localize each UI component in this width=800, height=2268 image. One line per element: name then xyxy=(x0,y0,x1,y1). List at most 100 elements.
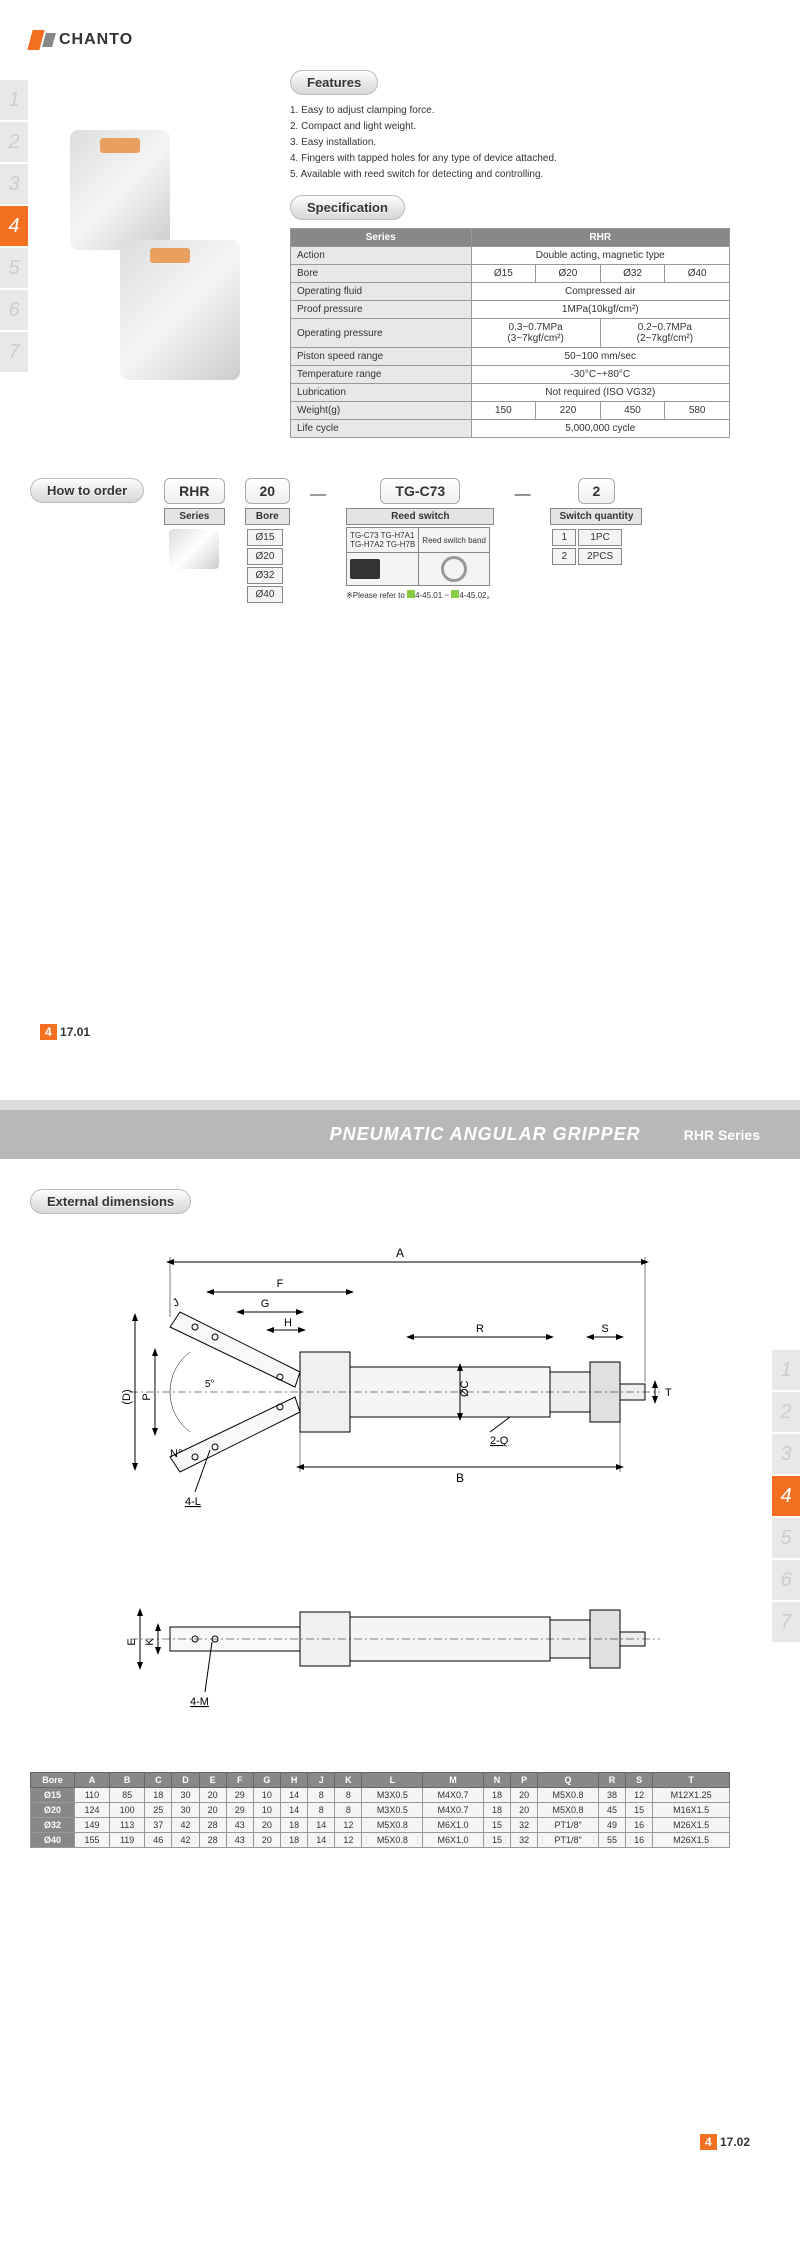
side-tab-r2: 2 xyxy=(772,1392,800,1432)
features-section: Features 1. Easy to adjust clamping forc… xyxy=(290,70,750,183)
product-image-2 xyxy=(120,240,240,380)
dim-cell: 49 xyxy=(598,1818,625,1833)
dim-cell: 8 xyxy=(308,1788,335,1803)
svg-text:J: J xyxy=(171,1296,181,1309)
dim-cell: 149 xyxy=(74,1818,109,1833)
dim-cell: 110 xyxy=(74,1788,109,1803)
dim-th: S xyxy=(626,1773,653,1788)
hto-qty-block: 2 Switch quantity 11PC 22PCS xyxy=(550,478,642,567)
dim-cell: M6X1.0 xyxy=(423,1833,484,1848)
page2-title: PNEUMATIC ANGULAR GRIPPER xyxy=(330,1124,641,1145)
dim-cell: M26X1.5 xyxy=(653,1833,730,1848)
dim-th: A xyxy=(74,1773,109,1788)
side-tab-5: 5 xyxy=(0,248,28,288)
specification-section: Specification SeriesRHR ActionDouble act… xyxy=(290,195,750,438)
feature-item: 2. Compact and light weight. xyxy=(290,119,750,135)
dim-cell: 38 xyxy=(598,1788,625,1803)
side-tab-4: 4 xyxy=(0,206,28,246)
features-list: 1. Easy to adjust clamping force. 2. Com… xyxy=(290,103,750,183)
dim-cell: 12 xyxy=(335,1818,362,1833)
svg-text:H: H xyxy=(284,1317,292,1329)
dimension-svg: A F G H J R S T xyxy=(30,1232,750,1752)
external-dimensions-section: External dimensions xyxy=(30,1189,750,1848)
dim-th: E xyxy=(199,1773,226,1788)
dim-cell: 37 xyxy=(145,1818,172,1833)
side-tab-7: 7 xyxy=(0,332,28,372)
hto-bore-opt: Ø32 xyxy=(247,567,284,584)
hto-bore-opt: Ø40 xyxy=(247,586,284,603)
dim-th: R xyxy=(598,1773,625,1788)
side-tab-r1: 1 xyxy=(772,1350,800,1390)
page-num-rest: 17.02 xyxy=(720,2135,750,2149)
dim-cell: M5X0.8 xyxy=(362,1818,423,1833)
hto-dash: — xyxy=(514,486,530,504)
dim-th: N xyxy=(483,1773,510,1788)
svg-text:K: K xyxy=(144,1638,156,1646)
hto-qty-val: 2PCS xyxy=(578,548,622,565)
page-number-2: 4 17.02 xyxy=(700,2134,750,2150)
svg-text:S: S xyxy=(601,1323,608,1335)
side-tabs-left: 1 2 3 4 5 6 7 xyxy=(0,80,28,374)
dim-cell: 20 xyxy=(199,1788,226,1803)
dim-th: F xyxy=(226,1773,253,1788)
dim-cell: 113 xyxy=(110,1818,145,1833)
ext-heading: External dimensions xyxy=(30,1189,191,1214)
spec-cell: 1MPa(10kgf/cm²) xyxy=(471,301,729,319)
side-tab-r3: 3 xyxy=(772,1434,800,1474)
dim-cell: 85 xyxy=(110,1788,145,1803)
dim-cell: 12 xyxy=(626,1788,653,1803)
spec-table: SeriesRHR ActionDouble acting, magnetic … xyxy=(290,228,730,438)
side-tab-3: 3 xyxy=(0,164,28,204)
hto-bore-opt: Ø15 xyxy=(247,529,284,546)
side-tab-r6: 6 xyxy=(772,1560,800,1600)
page2-series: RHR Series xyxy=(684,1127,760,1143)
spec-th-series: Series xyxy=(291,229,472,247)
spec-row-label: Life cycle xyxy=(291,420,472,438)
dimension-table: BoreABCDEFGHJKLMNPQRST Ø1511085183020291… xyxy=(30,1772,730,1848)
logo: CHANTO xyxy=(30,30,750,50)
dim-th: Q xyxy=(538,1773,599,1788)
hto-bore-label: Bore xyxy=(245,508,291,525)
dim-row: Ø151108518302029101488M3X0.5M4X0.71820M5… xyxy=(31,1788,730,1803)
hto-bore-options: Ø15 Ø20 Ø32 Ø40 xyxy=(245,527,286,605)
page-num-box: 4 xyxy=(700,2134,717,2150)
dimension-diagram: A F G H J R S T xyxy=(30,1232,750,1752)
svg-text:B: B xyxy=(456,1471,464,1485)
dim-cell: 46 xyxy=(145,1833,172,1848)
spec-cell: 50~100 mm/sec xyxy=(471,348,729,366)
green-marker-icon xyxy=(407,590,415,598)
hto-qty-num: 2 xyxy=(552,548,576,565)
svg-text:G: G xyxy=(261,1298,270,1310)
page-2: PNEUMATIC ANGULAR GRIPPER RHR Series 1 2… xyxy=(0,1110,800,2210)
spec-cell: Ø15 xyxy=(471,265,536,283)
dim-table-header: BoreABCDEFGHJKLMNPQRST xyxy=(31,1773,730,1788)
dim-cell: 18 xyxy=(145,1788,172,1803)
svg-text:F: F xyxy=(277,1278,284,1290)
dim-cell: 18 xyxy=(281,1833,308,1848)
dim-th: H xyxy=(281,1773,308,1788)
dim-cell: 16 xyxy=(626,1818,653,1833)
dim-th: M xyxy=(423,1773,484,1788)
dim-cell: 18 xyxy=(483,1788,510,1803)
product-image-1 xyxy=(70,130,170,250)
hto-bore-block: 20 Bore Ø15 Ø20 Ø32 Ø40 xyxy=(245,478,291,605)
spec-cell: 5,000,000 cycle xyxy=(471,420,729,438)
hto-reed-code: TG-C73 xyxy=(380,478,460,504)
feature-item: 1. Easy to adjust clamping force. xyxy=(290,103,750,119)
hto-reed-band-icon xyxy=(419,553,490,586)
dim-cell: 8 xyxy=(308,1803,335,1818)
hto-bore-code: 20 xyxy=(245,478,291,504)
hto-reed-block: TG-C73 Reed switch TG-C73 TG-H7A1 TG-H7A… xyxy=(346,478,494,601)
spec-cell: Ø32 xyxy=(600,265,665,283)
logo-mark-icon xyxy=(30,30,54,50)
feature-item: 5. Available with reed switch for detect… xyxy=(290,167,750,183)
page2-header: PNEUMATIC ANGULAR GRIPPER RHR Series xyxy=(0,1110,800,1159)
dim-cell: 8 xyxy=(335,1788,362,1803)
dim-th: G xyxy=(253,1773,280,1788)
side-tab-6: 6 xyxy=(0,290,28,330)
hto-qty-options: 11PC 22PCS xyxy=(550,527,624,567)
spec-row-label: Temperature range xyxy=(291,366,472,384)
spec-row-label: Proof pressure xyxy=(291,301,472,319)
dim-row: Ø401551194642284320181412M5X0.8M6X1.0153… xyxy=(31,1833,730,1848)
feature-item: 4. Fingers with tapped holes for any typ… xyxy=(290,151,750,167)
